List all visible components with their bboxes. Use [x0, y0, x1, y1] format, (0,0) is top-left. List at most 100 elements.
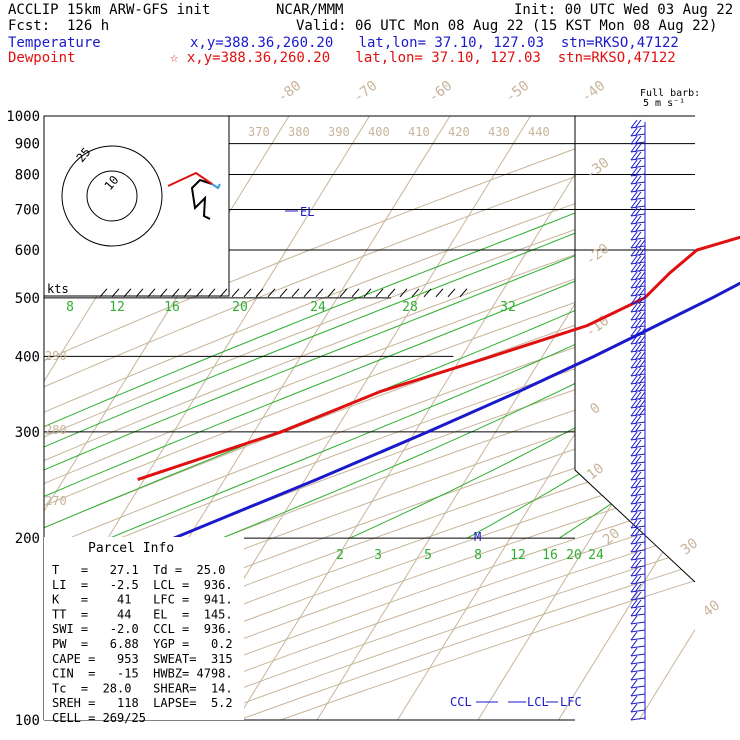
wind-barb-flag	[634, 399, 642, 409]
wind-barb-flag	[630, 311, 638, 321]
wind-barb	[630, 495, 646, 505]
wind-barb	[630, 583, 646, 593]
pressure-label-200: 200	[15, 531, 40, 547]
theta-label-420: 420	[448, 125, 470, 139]
dry-adiabat-270	[44, 116, 695, 720]
wind-barb-shaft	[630, 261, 646, 265]
wind-barb-flag	[634, 599, 642, 609]
wind-barb-flag	[638, 255, 646, 265]
wind-barb-flag	[634, 143, 642, 153]
hatch-mark	[399, 288, 408, 298]
wind-barb-shaft	[630, 317, 646, 321]
pressure-label-800: 800	[15, 168, 40, 184]
wind-barb-flag	[630, 327, 638, 337]
theta-label-440: 440	[528, 125, 550, 139]
wind-barb-flag	[630, 655, 638, 665]
wind-barb-shaft	[630, 189, 646, 193]
mixing-ratio-label-top-12: 12	[109, 300, 125, 315]
wind-barb-shaft	[630, 581, 646, 585]
temperature-location: x,y=388.36,260.20 lat,lon= 37.10, 127.03…	[190, 35, 679, 51]
wind-barb	[630, 231, 646, 241]
wind-barb	[630, 375, 646, 385]
el-label: EL	[300, 205, 314, 219]
theta-label-400: 400	[368, 125, 390, 139]
wind-barb-flag	[634, 351, 642, 361]
wind-barb-flag	[630, 463, 638, 473]
pressure-label-600: 600	[15, 243, 40, 259]
theta-label-270: 270	[45, 494, 67, 508]
pressure-label-100: 100	[15, 713, 40, 729]
wind-barb-shaft	[630, 669, 646, 673]
wind-barb-shaft	[630, 221, 646, 225]
wind-barb	[630, 615, 646, 625]
wind-barb-shaft	[630, 605, 646, 609]
wind-barb-flag	[638, 319, 646, 329]
dry-adiabat-360	[44, 116, 695, 720]
wind-barb-flag	[630, 399, 638, 409]
init-time: Init: 00 UTC Wed 03 Aug 22	[514, 2, 734, 18]
wind-barb-flag	[634, 407, 642, 417]
wind-barb-flag	[630, 175, 638, 185]
wind-barb-flag	[630, 183, 638, 193]
wind-barb	[630, 295, 646, 305]
wind-barb-shaft	[630, 685, 646, 689]
wind-barb-shaft	[630, 557, 646, 561]
wind-barb-shaft	[630, 645, 646, 649]
wind-barb-flag	[630, 407, 638, 417]
wind-barb-flag	[630, 607, 638, 617]
wind-barb-shaft	[630, 133, 646, 137]
wind-barb	[630, 359, 646, 369]
temperature-profile	[87, 281, 740, 575]
isotherm-label--50: -50	[503, 78, 533, 106]
isotherm-0	[477, 116, 695, 720]
wind-barb	[630, 327, 646, 337]
hatch-mark	[435, 288, 444, 298]
theta-label-390: 390	[328, 125, 350, 139]
wind-barb-flag	[630, 671, 638, 681]
isotherm-label--80: -80	[275, 78, 305, 106]
wind-barb-flag	[634, 447, 642, 457]
wind-barb-shaft	[630, 653, 646, 657]
wind-barb-flag	[634, 311, 642, 321]
wind-barb-shaft	[630, 693, 646, 697]
wind-barb-shaft	[630, 325, 646, 329]
wind-barb-flag	[634, 207, 642, 217]
wind-barb-flag	[638, 359, 646, 369]
wind-barb	[630, 503, 646, 513]
barb-note-units: 5 m s⁻¹	[643, 98, 685, 109]
isotherm-label--70: -70	[351, 78, 381, 106]
hatch-mark	[99, 288, 108, 298]
wind-barb	[630, 167, 646, 177]
wind-barb-shaft	[630, 141, 646, 145]
hatch-mark	[411, 288, 420, 298]
isotherm-label--20: -20	[583, 241, 613, 269]
hodograph-trace-mid	[211, 183, 221, 190]
parcel-info-row: Tc = 28.0 SHEAR= 14.	[52, 681, 233, 695]
wind-barb-flag	[630, 135, 638, 145]
wind-barb-shaft	[630, 533, 646, 537]
wind-barb-flag	[634, 223, 642, 233]
wind-barb-flag	[630, 223, 638, 233]
wind-barb-flag	[634, 335, 642, 345]
dewpoint-profile	[137, 235, 740, 482]
wind-barb-flag	[630, 479, 638, 489]
wind-barb-shaft	[630, 573, 646, 577]
wind-barb-shaft	[630, 629, 646, 633]
wind-barb-shaft	[630, 517, 646, 521]
wind-barb-flag	[638, 311, 646, 321]
moist-adiabat-25	[221, 116, 695, 539]
dry-adiabat-290	[44, 116, 695, 720]
wind-barb-flag	[634, 463, 642, 473]
wind-barb-flag	[638, 375, 646, 385]
wind-barb-flag	[630, 591, 638, 601]
pressure-label-900: 900	[15, 137, 40, 153]
wind-barb-flag	[634, 423, 642, 433]
mixing-ratio-label-top-32: 32	[500, 300, 516, 315]
wind-barb	[630, 407, 646, 417]
parcel-info-title: Parcel Info	[88, 541, 174, 556]
wind-barb	[630, 695, 646, 705]
parcel-info-row: SREH = 118 LAPSE= 5.2	[52, 696, 233, 710]
wind-barb	[630, 431, 646, 441]
hatch-mark	[231, 288, 240, 298]
wind-barb-shaft	[630, 621, 646, 625]
